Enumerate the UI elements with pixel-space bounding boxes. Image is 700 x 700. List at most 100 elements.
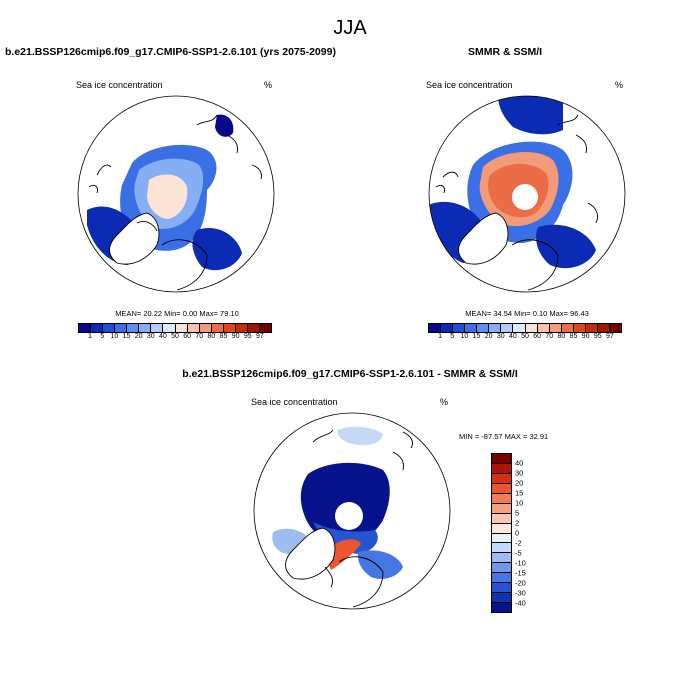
panel-model-colorbar-label: 5 (100, 333, 105, 340)
panel-diff-colorbar-label: -15 (515, 568, 526, 578)
panel-obs-colorbar-label: 1 (438, 333, 443, 340)
panel-obs-colorbar-label: 70 (545, 333, 554, 340)
panel-model-colorbar-swatch (103, 324, 116, 332)
panel-model-colorbar-label: 10 (110, 333, 119, 340)
panel-obs-colorbar-label: 85 (569, 333, 578, 340)
panel-diff-gain-band (328, 539, 361, 570)
panel-diff-colorbar-label: 20 (515, 478, 524, 488)
panel-model-colorbar: 1 5 10 15 20 30 40 50 60 70 80 85 90 95 97 (78, 323, 272, 343)
panel-diff-map (253, 412, 451, 610)
panel-diff-colorbar-label: -20 (515, 578, 526, 588)
panel-diff-colorbar-label: -10 (515, 558, 526, 568)
panel-model-colorbar-label: 97 (255, 333, 264, 340)
panel-model-ice-greenland (192, 227, 242, 271)
panel-diff-colorbar-swatch (492, 503, 511, 514)
panel-obs-coastlines (435, 114, 599, 291)
panel-diff-title: b.e21.BSSP126cmip6.f09_g17.CMIP6-SSP1-2.… (182, 368, 518, 380)
panel-model-colorbar-label: 20 (134, 333, 143, 340)
panel-obs-colorbar-swatch (549, 324, 562, 332)
panel-obs-colorbar-label: 15 (472, 333, 481, 340)
panel-diff-colorbar-swatch (492, 463, 511, 474)
panel-diff-colorbar-swatch (492, 533, 511, 544)
panel-model-colorbar-swatch (211, 324, 224, 332)
panel-diff-colorbar-swatch (492, 563, 511, 574)
panel-obs-colorbar-swatch (561, 324, 574, 332)
panel-obs-colorbar-label: 10 (460, 333, 469, 340)
panel-model-colorbar-label: 50 (171, 333, 179, 340)
panel-obs-colorbar-label: 50 (521, 333, 529, 340)
panel-diff-colorbar-swatch (492, 583, 511, 594)
panel-obs-colorbar-label: 60 (533, 333, 542, 340)
panel-model-colorbar-label: 60 (183, 333, 192, 340)
panel-model-colorbar-swatch (163, 324, 176, 332)
panel-diff-variable-label: Sea ice concentration (251, 397, 338, 407)
panel-model-colorbar-label: 15 (122, 333, 131, 340)
panel-model-colorbar-swatch (259, 324, 271, 332)
panel-obs-pole-hole (512, 184, 538, 210)
panel-model-colorbar-label: 95 (243, 333, 252, 340)
panel-model-coastlines (88, 114, 262, 291)
panel-diff-coastlines (285, 429, 414, 608)
panel-model-colorbar-swatch (79, 324, 92, 332)
panel-obs-variable-label: Sea ice concentration (426, 80, 513, 90)
panel-diff-stats: MIN = -87.57 MAX = 32.91 (459, 432, 549, 441)
panel-model-stats: MEAN= 20.22 Min= 0.00 Max= 79.10 (115, 309, 239, 318)
panel-diff-colorbar-label: 30 (515, 468, 524, 478)
panel-model-ice-core (147, 174, 188, 219)
panel-obs-colorbar-swatch (525, 324, 538, 332)
panel-obs-colorbar-swatch (513, 324, 526, 332)
panel-model-colorbar-label: 85 (219, 333, 228, 340)
panel-obs-colorbar-label: 97 (605, 333, 614, 340)
panel-model-ice-pacific (215, 114, 234, 137)
panel-diff-colorbar-label: 5 (515, 508, 520, 518)
panel-diff-colorbar-label: 0 (515, 528, 520, 538)
page-title: JJA (333, 17, 367, 39)
panel-obs-colorbar-label: 5 (450, 333, 455, 340)
panel-diff-colorbar-swatch (492, 603, 511, 612)
panel-diff-colorbar-swatch (492, 593, 511, 604)
panel-model-colorbar-swatch (175, 324, 188, 332)
panel-model-colorbar-swatch (139, 324, 152, 332)
panel-model-colorbar-swatch (91, 324, 104, 332)
panel-diff-colorbar-label: 2 (515, 518, 520, 528)
panel-model-colorbar-swatch (235, 324, 248, 332)
panel-obs-colorbar-swatch (585, 324, 598, 332)
panel-diff-colorbar-swatch (492, 543, 511, 554)
panel-diff-colorbar-swatch (492, 493, 511, 504)
panel-diff-pole-hole (335, 502, 363, 530)
panel-obs-colorbar-swatch (453, 324, 466, 332)
panel-model-colorbar-label: 70 (195, 333, 204, 340)
panel-obs-colorbar-swatch (489, 324, 502, 332)
panel-model-colorbar-swatch (199, 324, 212, 332)
panel-model-colorbar-swatch (151, 324, 164, 332)
panel-diff-colorbar-label: 10 (515, 498, 524, 508)
panel-obs-colorbar-swatch (573, 324, 586, 332)
panel-diff-colorbar-swatch (492, 553, 511, 564)
panel-obs-colorbar-swatch (597, 324, 610, 332)
panel-diff-loss-pacific (337, 426, 383, 446)
panel-model-colorbar-swatch (115, 324, 128, 332)
panel-diff-colorbar-label: 40 (515, 458, 524, 468)
panel-diff-colorbar (491, 453, 512, 613)
panel-model-colorbar-label: 40 (158, 333, 167, 340)
panel-diff-colorbar-label: -30 (515, 588, 526, 598)
panel-obs-colorbar-label: 95 (593, 333, 602, 340)
panel-obs-colorbar-swatch (477, 324, 490, 332)
panel-model-variable-label: Sea ice concentration (76, 80, 163, 90)
panel-obs-colorbar-label: 30 (496, 333, 505, 340)
panel-model-units-label: % (264, 80, 273, 90)
panel-diff-colorbar-swatch (492, 454, 511, 464)
panel-obs-colorbar-swatch (537, 324, 550, 332)
panel-obs-colorbar-label: 80 (557, 333, 566, 340)
panel-diff-colorbar-label: -2 (515, 538, 522, 548)
panel-model-colorbar-swatch (127, 324, 140, 332)
panel-diff-units-label: % (440, 397, 449, 407)
panel-diff-loss-outer (313, 522, 378, 554)
panel-diff-colorbar-label: -5 (515, 548, 522, 558)
panel-diff-colorbar-swatch (492, 573, 511, 584)
panel-model-colorbar-label: 1 (88, 333, 93, 340)
panel-obs-colorbar-label: 20 (484, 333, 493, 340)
panel-obs-ice-pacific (498, 96, 563, 135)
panel-obs-colorbar-swatch (465, 324, 478, 332)
panel-model-title: b.e21.BSSP126cmip6.f09_g17.CMIP6-SSP1-2.… (5, 46, 336, 58)
